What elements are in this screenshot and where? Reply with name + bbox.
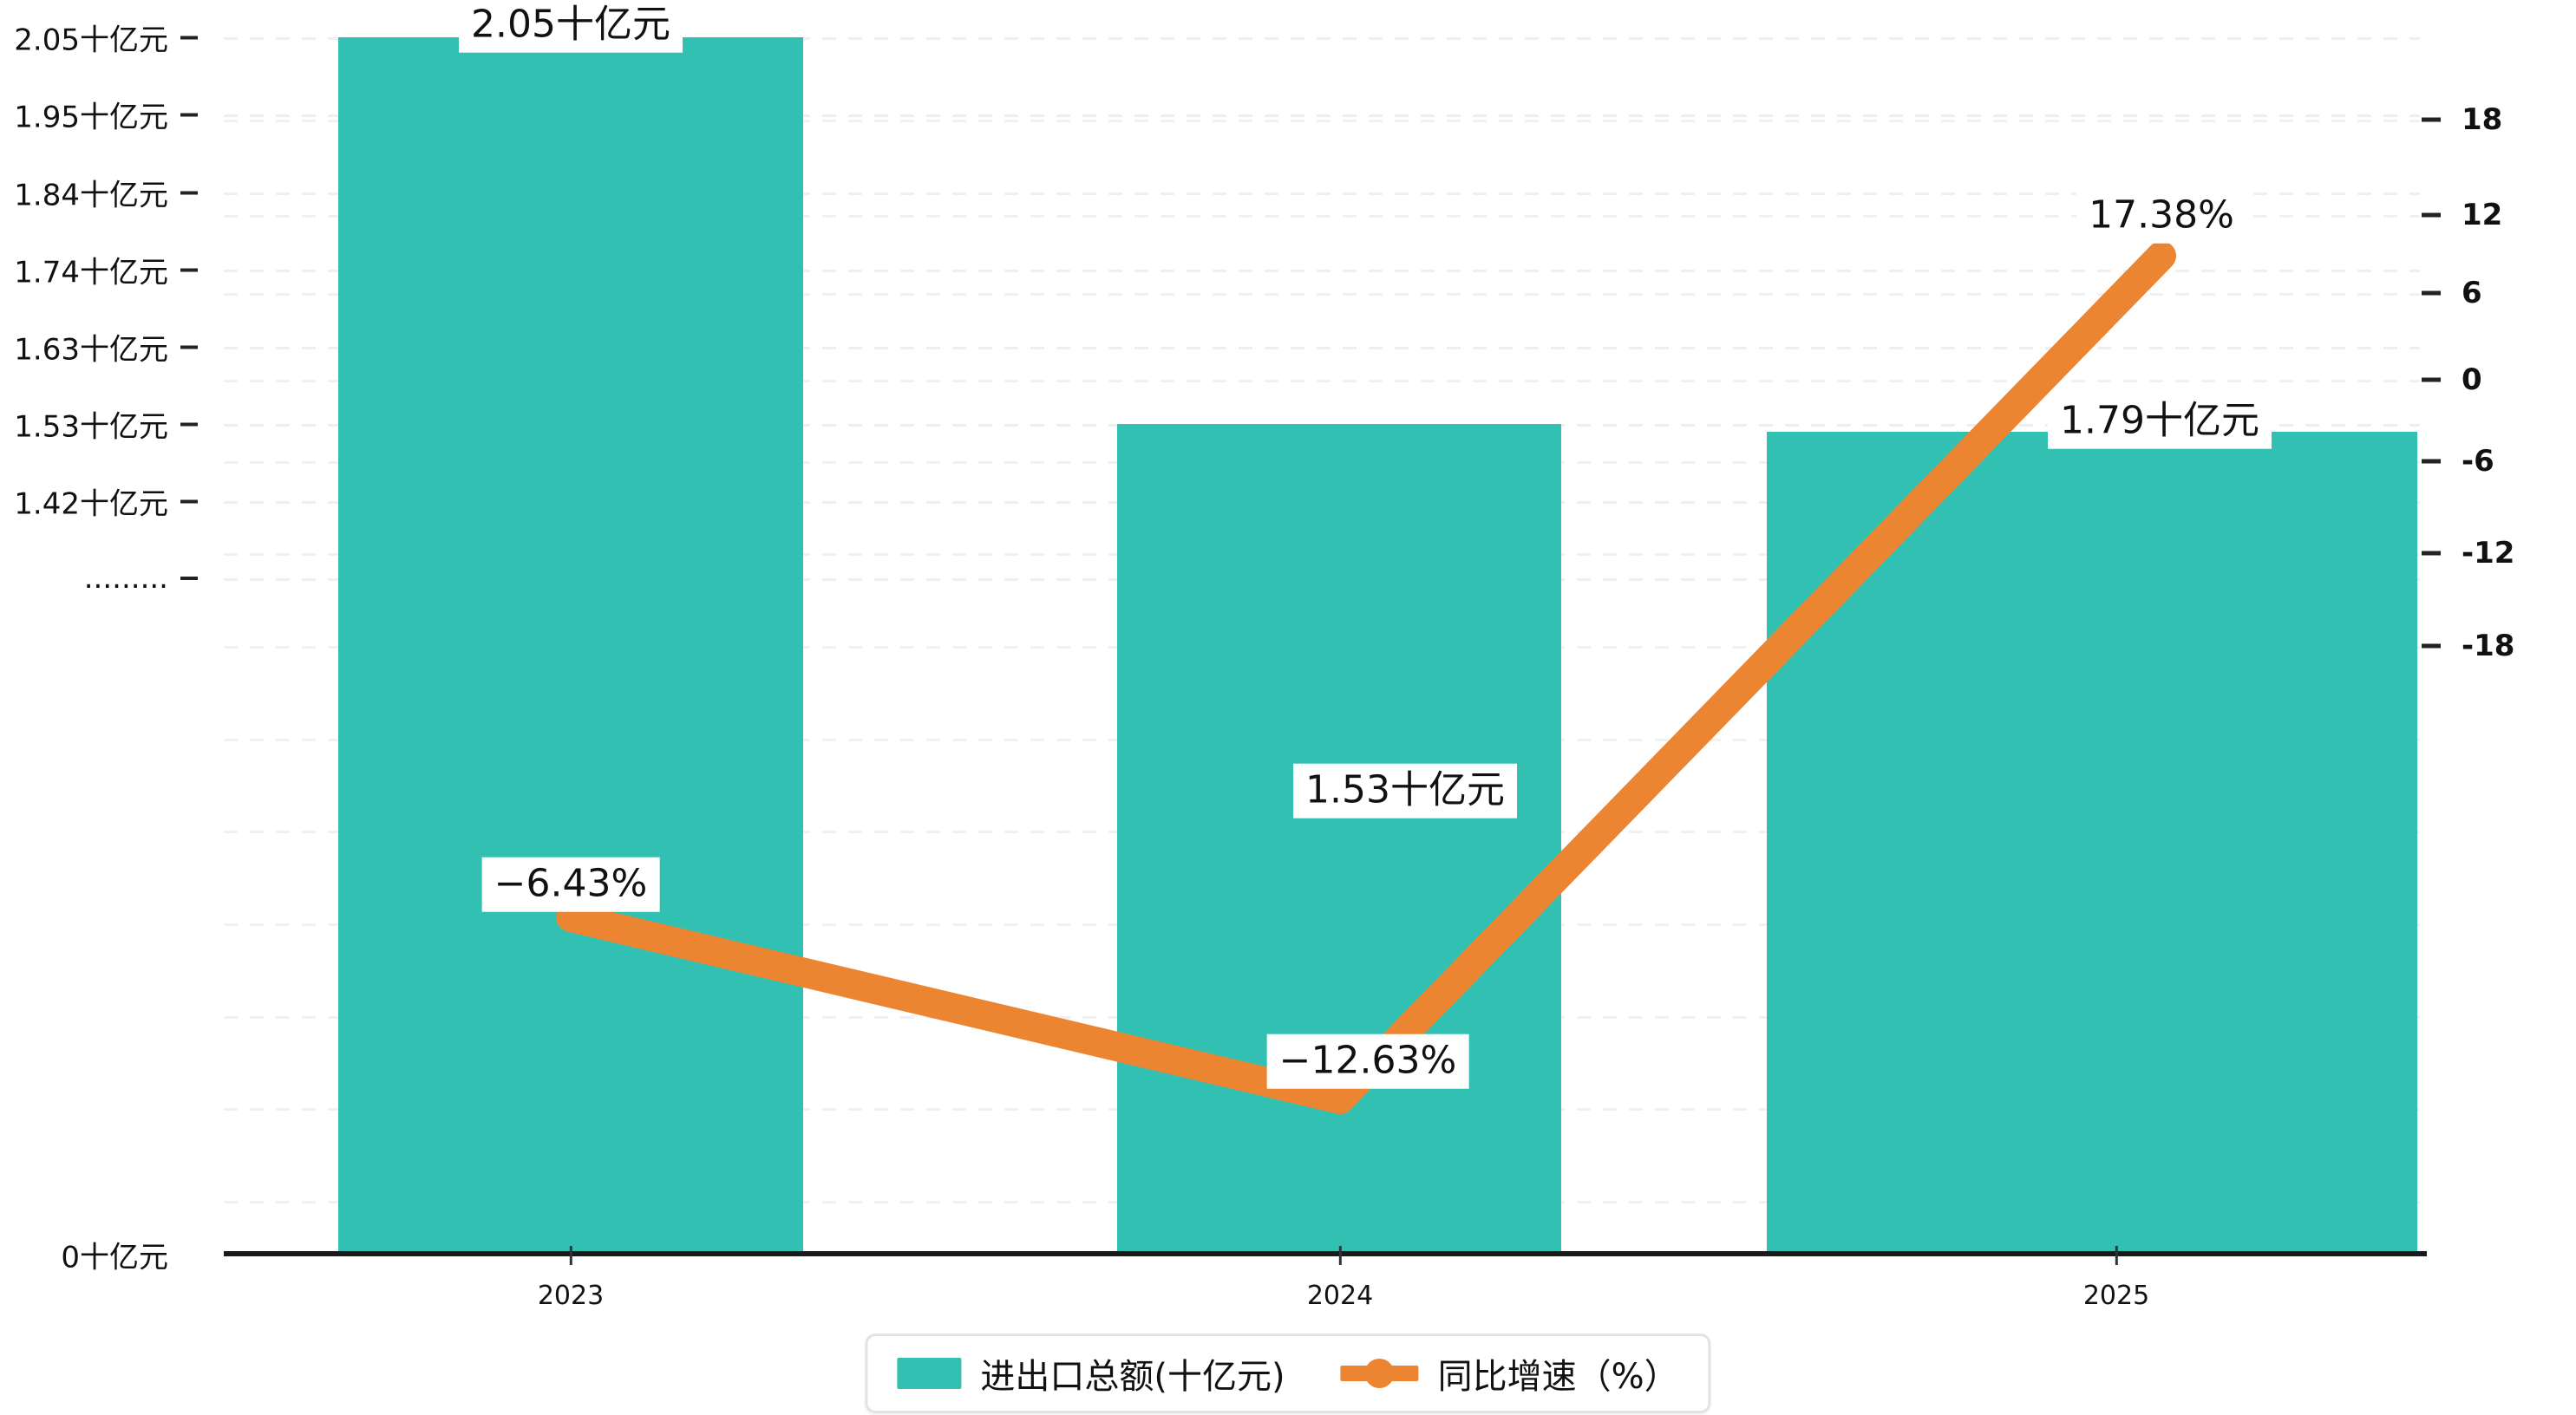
tick-dash-icon <box>180 268 198 271</box>
gridline-right <box>224 215 2420 218</box>
ytick-left-label: 1.63十亿元 <box>14 332 168 368</box>
line-value-label-2025: 17.38% <box>2076 188 2246 244</box>
tick-dash-icon <box>180 36 198 39</box>
tick-mark-icon <box>569 1246 572 1265</box>
tick-dash-icon <box>2422 290 2441 296</box>
tick-dash-icon <box>2422 643 2441 649</box>
gridline-right <box>224 120 2420 122</box>
line-value-label-2023: −6.43% <box>481 857 660 912</box>
ytick-left: 1.74十亿元 <box>14 249 198 291</box>
tick-dash-icon <box>2422 377 2441 382</box>
line-value-label-2024: −12.63% <box>1266 1034 1469 1089</box>
tick-dash-icon <box>180 191 198 194</box>
tick-dash-icon <box>180 345 198 349</box>
tick-dash-icon <box>180 499 198 503</box>
tick-dash-icon <box>180 113 198 116</box>
tick-mark-icon <box>2115 1246 2118 1265</box>
ytick-left-label: 1.74十亿元 <box>14 255 168 290</box>
ytick-right-label: -18 <box>2462 629 2515 663</box>
legend-label: 进出口总额(十亿元) <box>980 1357 1285 1397</box>
bar-value-label-2024: 1.53十亿元 <box>1293 763 1517 818</box>
gridline <box>224 114 2420 117</box>
xtick-2025: 2025 <box>2082 1246 2150 1311</box>
xtick-label: 2024 <box>1306 1281 1374 1311</box>
xtick-label: 2023 <box>537 1281 605 1311</box>
ytick-left: 2.05十亿元 <box>14 16 198 59</box>
ytick-right-label: -6 <box>2462 444 2494 479</box>
xtick-label: 2025 <box>2082 1281 2150 1311</box>
line-marker-icon <box>1364 1359 1395 1388</box>
tick-dash-icon <box>180 577 198 580</box>
bar-swatch-icon <box>897 1358 962 1389</box>
ytick-left-label: 1.42十亿元 <box>14 486 168 522</box>
ytick-right: 18 <box>2422 102 2503 137</box>
ytick-left-label: 1.95十亿元 <box>14 100 168 135</box>
ytick-left-label: 0十亿元 <box>61 1240 168 1275</box>
gridline <box>224 192 2420 195</box>
ytick-right: 0 <box>2422 362 2482 397</box>
legend-label: 同比增速（%） <box>1437 1357 1679 1397</box>
ytick-right-label: 6 <box>2462 276 2482 310</box>
xtick-2024: 2024 <box>1306 1246 1374 1311</box>
ytick-left-label: ......... <box>83 561 168 596</box>
ytick-left: 1.84十亿元 <box>14 172 198 214</box>
ytick-left-label: 1.84十亿元 <box>14 178 168 213</box>
ytick-left-ellipsis: ......... <box>83 561 198 596</box>
ytick-right: -18 <box>2422 629 2515 663</box>
tick-dash-icon <box>2422 551 2441 556</box>
ytick-left: 1.42十亿元 <box>14 480 198 523</box>
ytick-right-label: 18 <box>2462 102 2503 137</box>
bar-2025[interactable] <box>1767 432 2417 1255</box>
tick-dash-icon <box>180 422 198 426</box>
ytick-left-label: 1.53十亿元 <box>14 409 168 445</box>
x-axis-line <box>224 1251 2427 1256</box>
ytick-left: 1.63十亿元 <box>14 326 198 368</box>
ytick-left-label: 2.05十亿元 <box>14 23 168 58</box>
tick-mark-icon <box>1338 1246 1342 1265</box>
tick-dash-icon <box>2422 212 2441 218</box>
ytick-left-zero: 0十亿元 <box>61 1234 168 1276</box>
ytick-left: 1.53十亿元 <box>14 403 198 446</box>
ytick-right: -6 <box>2422 444 2494 479</box>
tick-dash-icon <box>2422 459 2441 464</box>
ytick-right-label: 0 <box>2462 362 2482 397</box>
bar-value-label-2025: 1.79十亿元 <box>2048 394 2272 449</box>
bar-2024[interactable] <box>1117 424 1561 1255</box>
bar-value-label-2023: 2.05十亿元 <box>459 0 683 53</box>
xtick-2023: 2023 <box>537 1246 605 1311</box>
bar-2023[interactable] <box>338 37 803 1255</box>
ytick-right-label: -12 <box>2462 536 2515 571</box>
ytick-right: 6 <box>2422 276 2482 310</box>
legend-item-import-export[interactable]: 进出口总额(十亿元) <box>897 1348 1285 1399</box>
legend-item-growth-rate[interactable]: 同比增速（%） <box>1340 1348 1679 1399</box>
tick-dash-icon <box>2422 117 2441 122</box>
ytick-right: -12 <box>2422 536 2515 571</box>
ytick-left: 1.95十亿元 <box>14 94 198 136</box>
ytick-right: 12 <box>2422 198 2503 232</box>
gridline <box>224 37 2420 40</box>
chart-legend: 进出口总额(十亿元) 同比增速（%） <box>865 1333 1711 1413</box>
ytick-right-label: 12 <box>2462 198 2503 232</box>
line-swatch-icon <box>1340 1359 1419 1388</box>
